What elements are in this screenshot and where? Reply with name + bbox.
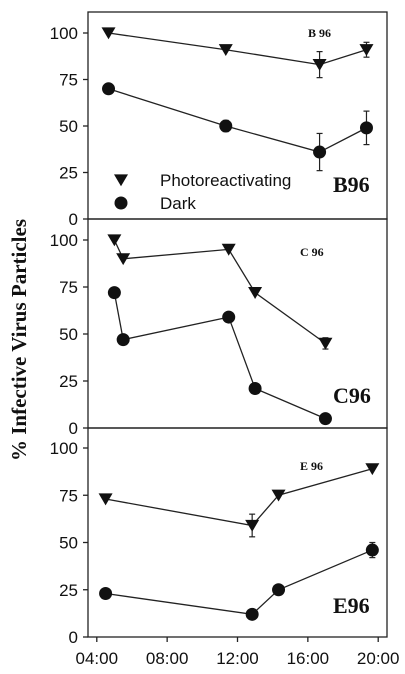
- data-point-photoreactivating: [245, 519, 260, 532]
- data-point-photoreactivating: [248, 287, 263, 299]
- series-line-photoreactivating: [108, 32, 367, 66]
- data-point-dark: [219, 119, 233, 133]
- panel-label: C96: [333, 383, 371, 408]
- series-line-photoreactivating: [113, 239, 326, 344]
- y-tick-label: 25: [59, 164, 78, 183]
- y-tick-label: 75: [59, 278, 78, 297]
- series-line-photoreactivating: [105, 468, 373, 527]
- y-tick-label: 50: [59, 117, 78, 136]
- series-line-dark: [113, 292, 326, 420]
- x-tick-label: 16:00: [287, 649, 330, 668]
- y-tick-label: 100: [50, 231, 78, 250]
- x-tick-label: 08:00: [146, 649, 189, 668]
- panel-b96: 0 25 50 75 100 B 96 B96 Photoreactivating Dark: [50, 11, 388, 229]
- data-point-photoreactivating: [98, 493, 113, 506]
- series-line-dark: [108, 88, 367, 153]
- data-point-dark: [102, 82, 116, 96]
- panel-tag: C 96: [300, 245, 324, 259]
- x-tick-label: 04:00: [76, 649, 119, 668]
- data-point-dark: [313, 145, 327, 159]
- series-line-dark: [105, 549, 373, 616]
- y-tick-label: 75: [59, 71, 78, 90]
- legend-label-photoreactivating: Photoreactivating: [160, 171, 291, 190]
- y-tick-label: 0: [69, 419, 78, 438]
- panel-tag: E 96: [300, 459, 323, 473]
- legend-label-dark: Dark: [160, 194, 196, 213]
- y-tick-label: 75: [59, 486, 78, 505]
- panel-label: E96: [333, 593, 370, 618]
- data-point-photoreactivating: [271, 489, 286, 502]
- panel-e96: 0 25 50 75 100 E 96 E96: [50, 427, 388, 647]
- y-tick-label: 50: [59, 325, 78, 344]
- data-point-photoreactivating: [359, 44, 374, 57]
- panel-label: B96: [333, 172, 370, 197]
- y-tick-label: 100: [50, 24, 78, 43]
- data-point-dark: [99, 587, 113, 601]
- panel-tag: B 96: [308, 26, 331, 40]
- x-tick-label: 20:00: [357, 649, 400, 668]
- data-point-photoreactivating: [116, 253, 131, 266]
- legend-marker-photoreactivating: [114, 174, 128, 187]
- data-point-dark: [107, 286, 121, 300]
- legend: Photoreactivating Dark: [114, 171, 291, 213]
- panels: 0 25 50 75 100 B 96 B96 Photoreactivating Dark 0 2…: [50, 11, 388, 647]
- x-axis-ticks: 04:00 08:00 12:00 16:00 20:00: [76, 637, 400, 668]
- data-point-dark: [222, 310, 236, 324]
- data-point-photoreactivating: [365, 463, 380, 476]
- y-tick-label: 50: [59, 534, 78, 553]
- data-point-dark: [272, 583, 286, 597]
- data-point-photoreactivating: [312, 59, 327, 71]
- y-tick-label: 25: [59, 372, 78, 391]
- legend-marker-dark: [114, 196, 128, 210]
- data-point-photoreactivating: [221, 243, 236, 256]
- data-point-dark: [245, 607, 259, 621]
- data-point-photoreactivating: [218, 44, 233, 57]
- data-point-dark: [116, 333, 130, 347]
- y-tick-label: 25: [59, 581, 78, 600]
- y-tick-label: 0: [69, 210, 78, 229]
- data-point-dark: [318, 412, 332, 426]
- data-point-photoreactivating: [318, 337, 333, 350]
- y-tick-label: 0: [69, 628, 78, 647]
- y-axis-label: % Infective Virus Particles: [7, 219, 31, 461]
- x-tick-label: 12:00: [216, 649, 259, 668]
- data-point-photoreactivating: [107, 234, 122, 247]
- data-point-dark: [365, 543, 379, 557]
- data-point-dark: [359, 121, 373, 135]
- data-point-dark: [248, 382, 262, 396]
- data-point-photoreactivating: [101, 27, 116, 40]
- panel-c96: 0 25 50 75 100 C 96 C96: [50, 218, 388, 438]
- y-tick-label: 100: [50, 439, 78, 458]
